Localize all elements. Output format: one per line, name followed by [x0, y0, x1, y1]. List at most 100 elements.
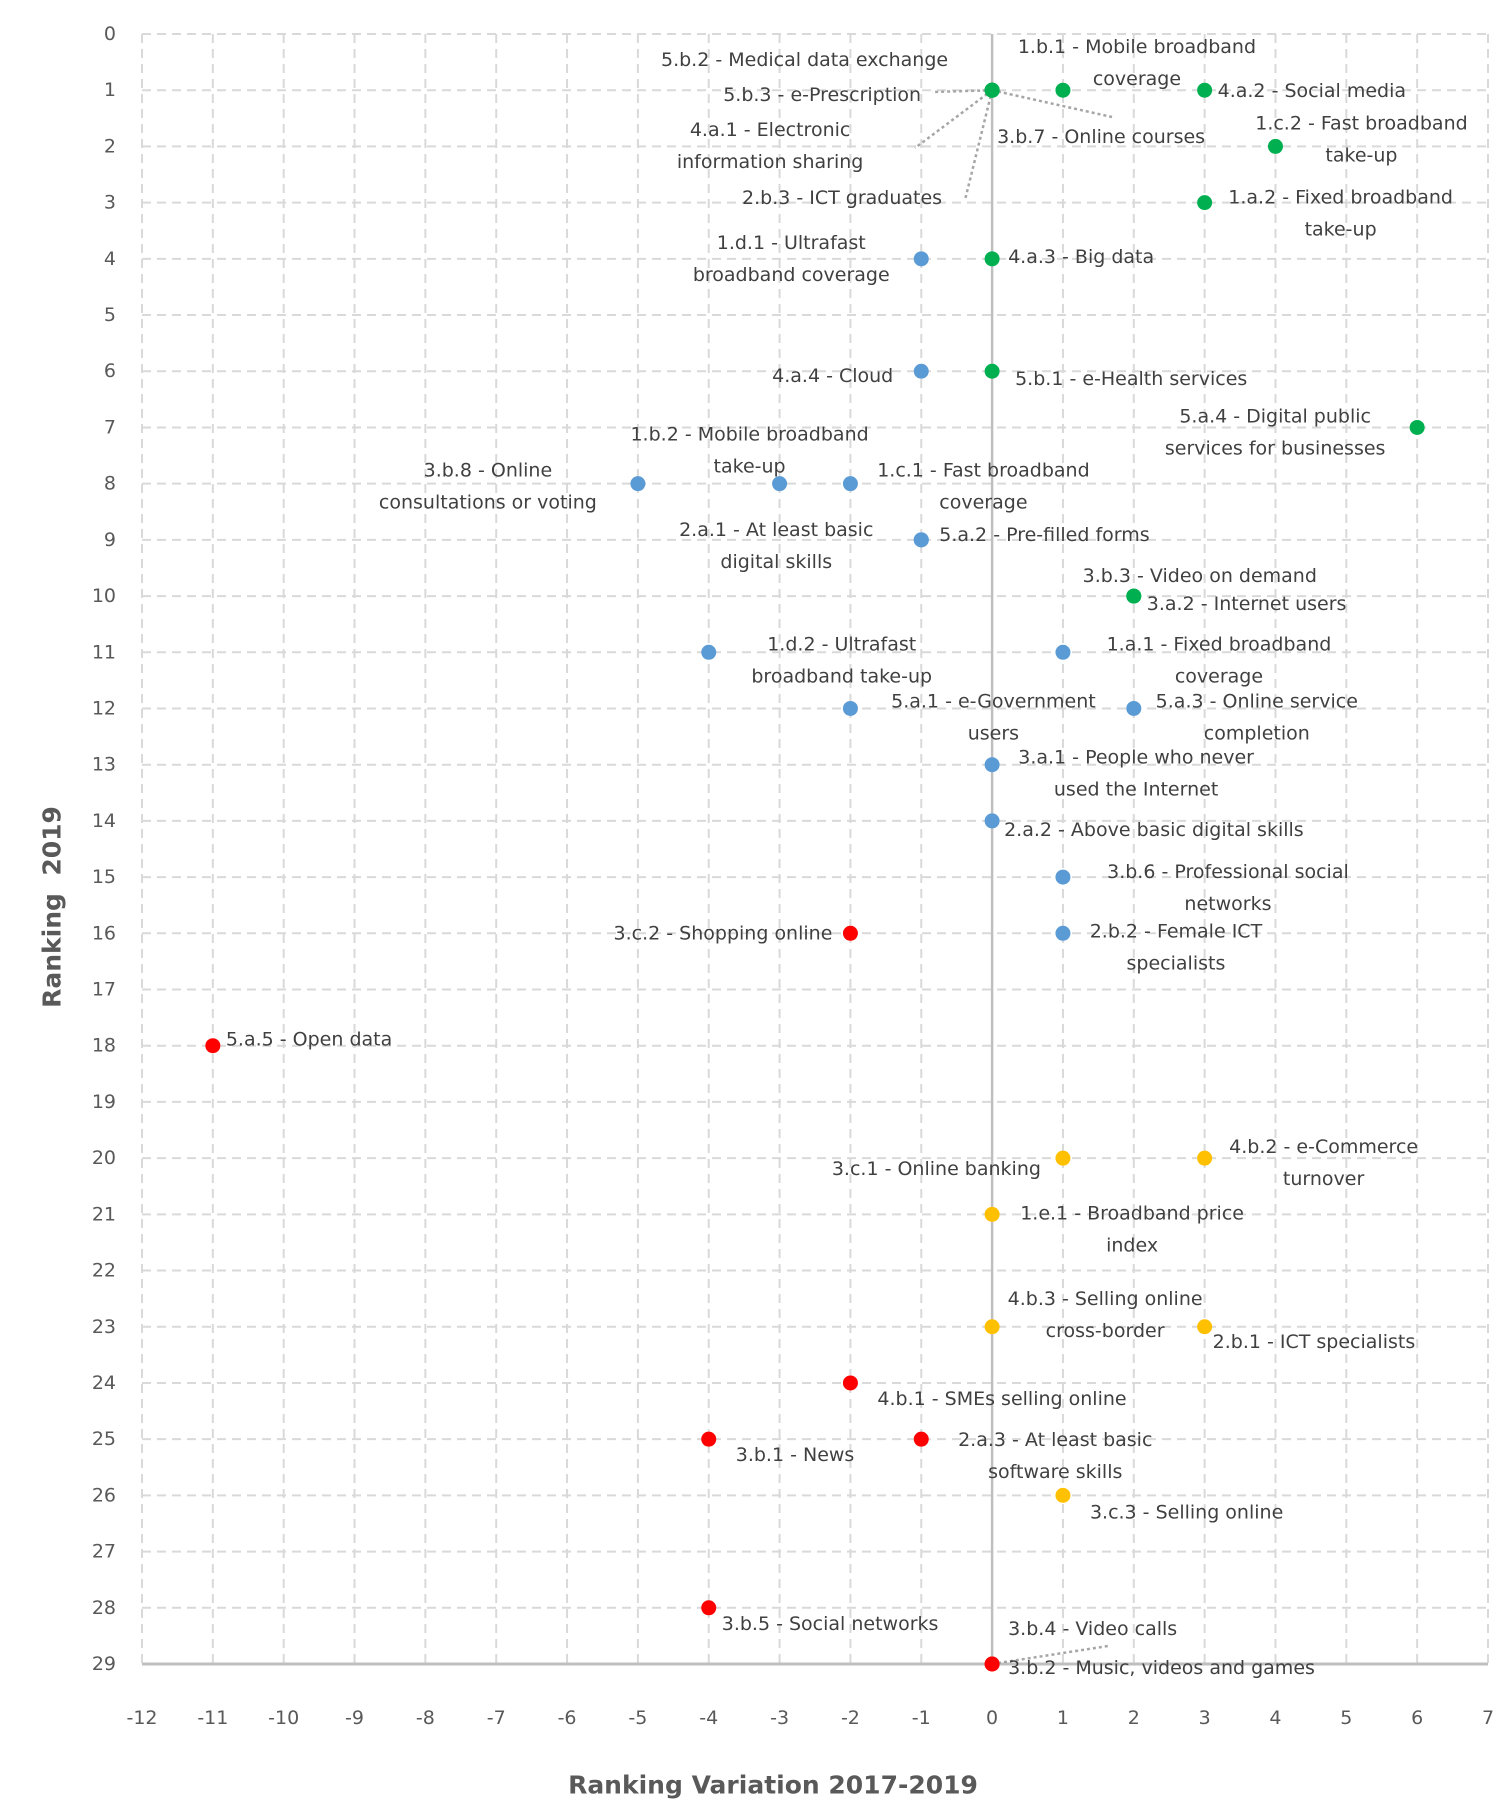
data-point: [1197, 195, 1213, 211]
y-tick-label: 10: [92, 585, 116, 607]
data-point: [1055, 1150, 1071, 1166]
data-label-line: 5.b.3 - e-Prescription: [723, 84, 921, 106]
data-label-line: 4.a.2 - Social media: [1218, 80, 1406, 102]
y-tick-label: 19: [92, 1091, 116, 1113]
data-point: [701, 644, 717, 660]
data-point: [842, 925, 858, 941]
data-label: 2.a.1 - At least basic digital skills: [679, 519, 873, 573]
data-label-line: 3.a.1 - People who never: [1018, 747, 1254, 769]
data-label-line: 2.b.2 - Female ICT: [1090, 920, 1263, 942]
data-label-line: 3.c.2 - Shopping online: [614, 922, 833, 944]
data-point: [1055, 82, 1071, 98]
data-label-line: 3.b.1 - News: [736, 1444, 855, 1466]
x-tick-label: -8: [416, 1707, 435, 1729]
data-point: [1055, 1487, 1071, 1503]
data-point: [1267, 138, 1283, 154]
data-label: 1.b.1 - Mobile broadband coverage: [1018, 36, 1256, 90]
data-label-line: 1.c.1 - Fast broadband: [877, 460, 1089, 482]
y-tick-label: 27: [92, 1541, 116, 1563]
y-tick-label: 2: [104, 135, 116, 157]
x-tick-label: -2: [841, 1707, 860, 1729]
data-label-line: specialists: [1127, 952, 1226, 974]
data-label: 3.b.8 - Online consultations or voting: [379, 460, 597, 514]
data-label-line: broadband coverage: [693, 264, 890, 286]
x-tick-label: -11: [197, 1707, 228, 1729]
data-label-line: 3.a.2 - Internet users: [1147, 593, 1347, 615]
y-tick-label: 7: [104, 416, 116, 438]
data-label: 2.b.1 - ICT specialists: [1213, 1331, 1416, 1353]
y-tick-label: 11: [92, 641, 116, 663]
data-label-line: 4.b.3 - Selling online: [1008, 1288, 1203, 1310]
data-label: 3.a.1 - People who never used the Interne…: [1018, 747, 1254, 801]
data-label-line: completion: [1204, 722, 1310, 744]
y-tick-label: 16: [92, 922, 116, 944]
x-tick-label: 2: [1128, 1707, 1140, 1729]
y-tick-label: 18: [92, 1035, 116, 1057]
y-tick-label: 21: [92, 1203, 116, 1225]
data-label-line: coverage: [939, 492, 1027, 514]
data-label-line: 5.b.1 - e-Health services: [1015, 368, 1247, 390]
data-label-line: consultations or voting: [379, 492, 597, 514]
y-tick-label: 8: [104, 473, 116, 495]
data-label: 3.b.4 - Video calls: [1008, 1618, 1177, 1640]
y-tick-label: 20: [92, 1147, 116, 1169]
data-label: 3.b.5 - Social networks: [722, 1613, 939, 1635]
data-label: 5.b.2 - Medical data exchange: [661, 49, 948, 71]
y-tick-label: 28: [92, 1597, 116, 1619]
x-tick-label: 3: [1199, 1707, 1211, 1729]
y-tick-label: 1: [104, 79, 116, 101]
data-label-line: 2.b.3 - ICT graduates: [742, 187, 942, 209]
data-label-line: 4.a.4 - Cloud: [772, 365, 893, 387]
y-tick-label: 23: [92, 1316, 116, 1338]
data-point: [205, 1038, 221, 1054]
leader-lines: [914, 88, 1113, 1666]
leader-line: [991, 88, 1113, 119]
data-label: 3.c.3 - Selling online: [1090, 1501, 1283, 1523]
data-label-line: cross-border: [1046, 1320, 1165, 1342]
data-label-line: 4.b.1 - SMEs selling online: [877, 1388, 1126, 1410]
data-label: 5.a.5 - Open data: [226, 1029, 392, 1051]
data-label-line: 1.d.1 - Ultrafast: [717, 232, 866, 254]
data-label-line: coverage: [1093, 68, 1181, 90]
x-tick-label: 4: [1269, 1707, 1281, 1729]
data-label-line: 2.b.1 - ICT specialists: [1213, 1331, 1416, 1353]
data-point: [842, 1375, 858, 1391]
data-point: [1055, 925, 1071, 941]
data-label-line: 5.a.5 - Open data: [226, 1029, 392, 1051]
data-label-line: 3.b.4 - Video calls: [1008, 1618, 1177, 1640]
x-tick-label: 6: [1411, 1707, 1423, 1729]
y-tick-label: 14: [92, 810, 116, 832]
data-label-line: used the Internet: [1054, 779, 1218, 801]
x-tick-label: -12: [126, 1707, 157, 1729]
data-label: 3.c.1 - Online banking: [832, 1158, 1041, 1180]
data-label: 5.b.3 - e-Prescription: [723, 84, 921, 106]
data-label: 5.a.1 - e-Government users: [891, 690, 1096, 744]
data-label-line: 1.c.2 - Fast broadband: [1255, 112, 1467, 134]
data-label: 1.a.2 - Fixed broadband take-up: [1228, 187, 1453, 241]
y-tick-label: 12: [92, 697, 116, 719]
data-label-line: 5.a.2 - Pre-filled forms: [939, 524, 1149, 546]
leader-line: [931, 88, 993, 94]
data-label: 5.a.4 - Digital public services for busin…: [1165, 405, 1386, 459]
data-label-line: take-up: [714, 456, 786, 478]
data-point: [772, 476, 788, 492]
data-label: 1.e.1 - Broadband price index: [1020, 1202, 1244, 1256]
x-tick-label: 1: [1057, 1707, 1069, 1729]
x-tick-label: 0: [986, 1707, 998, 1729]
data-label: 2.a.2 - Above basic digital skills: [1004, 819, 1304, 841]
data-label: 3.b.2 - Music, videos and games: [1008, 1657, 1315, 1679]
data-label-line: 5.a.3 - Online service: [1156, 690, 1358, 712]
data-label-line: 1.b.2 - Mobile broadband: [630, 424, 868, 446]
data-label: 4.a.2 - Social media: [1218, 80, 1406, 102]
data-label-line: 3.b.3 - Video on demand: [1083, 565, 1317, 587]
data-label: 1.c.2 - Fast broadband take-up: [1255, 112, 1467, 166]
data-label-line: 2.a.2 - Above basic digital skills: [1004, 819, 1304, 841]
x-tick-label: 7: [1482, 1707, 1494, 1729]
y-tick-label: 22: [92, 1260, 116, 1282]
data-label: 3.a.2 - Internet users: [1147, 593, 1347, 615]
data-label-line: networks: [1184, 893, 1271, 915]
data-point: [913, 251, 929, 267]
data-label-line: software skills: [988, 1461, 1122, 1483]
data-point: [984, 1319, 1000, 1335]
